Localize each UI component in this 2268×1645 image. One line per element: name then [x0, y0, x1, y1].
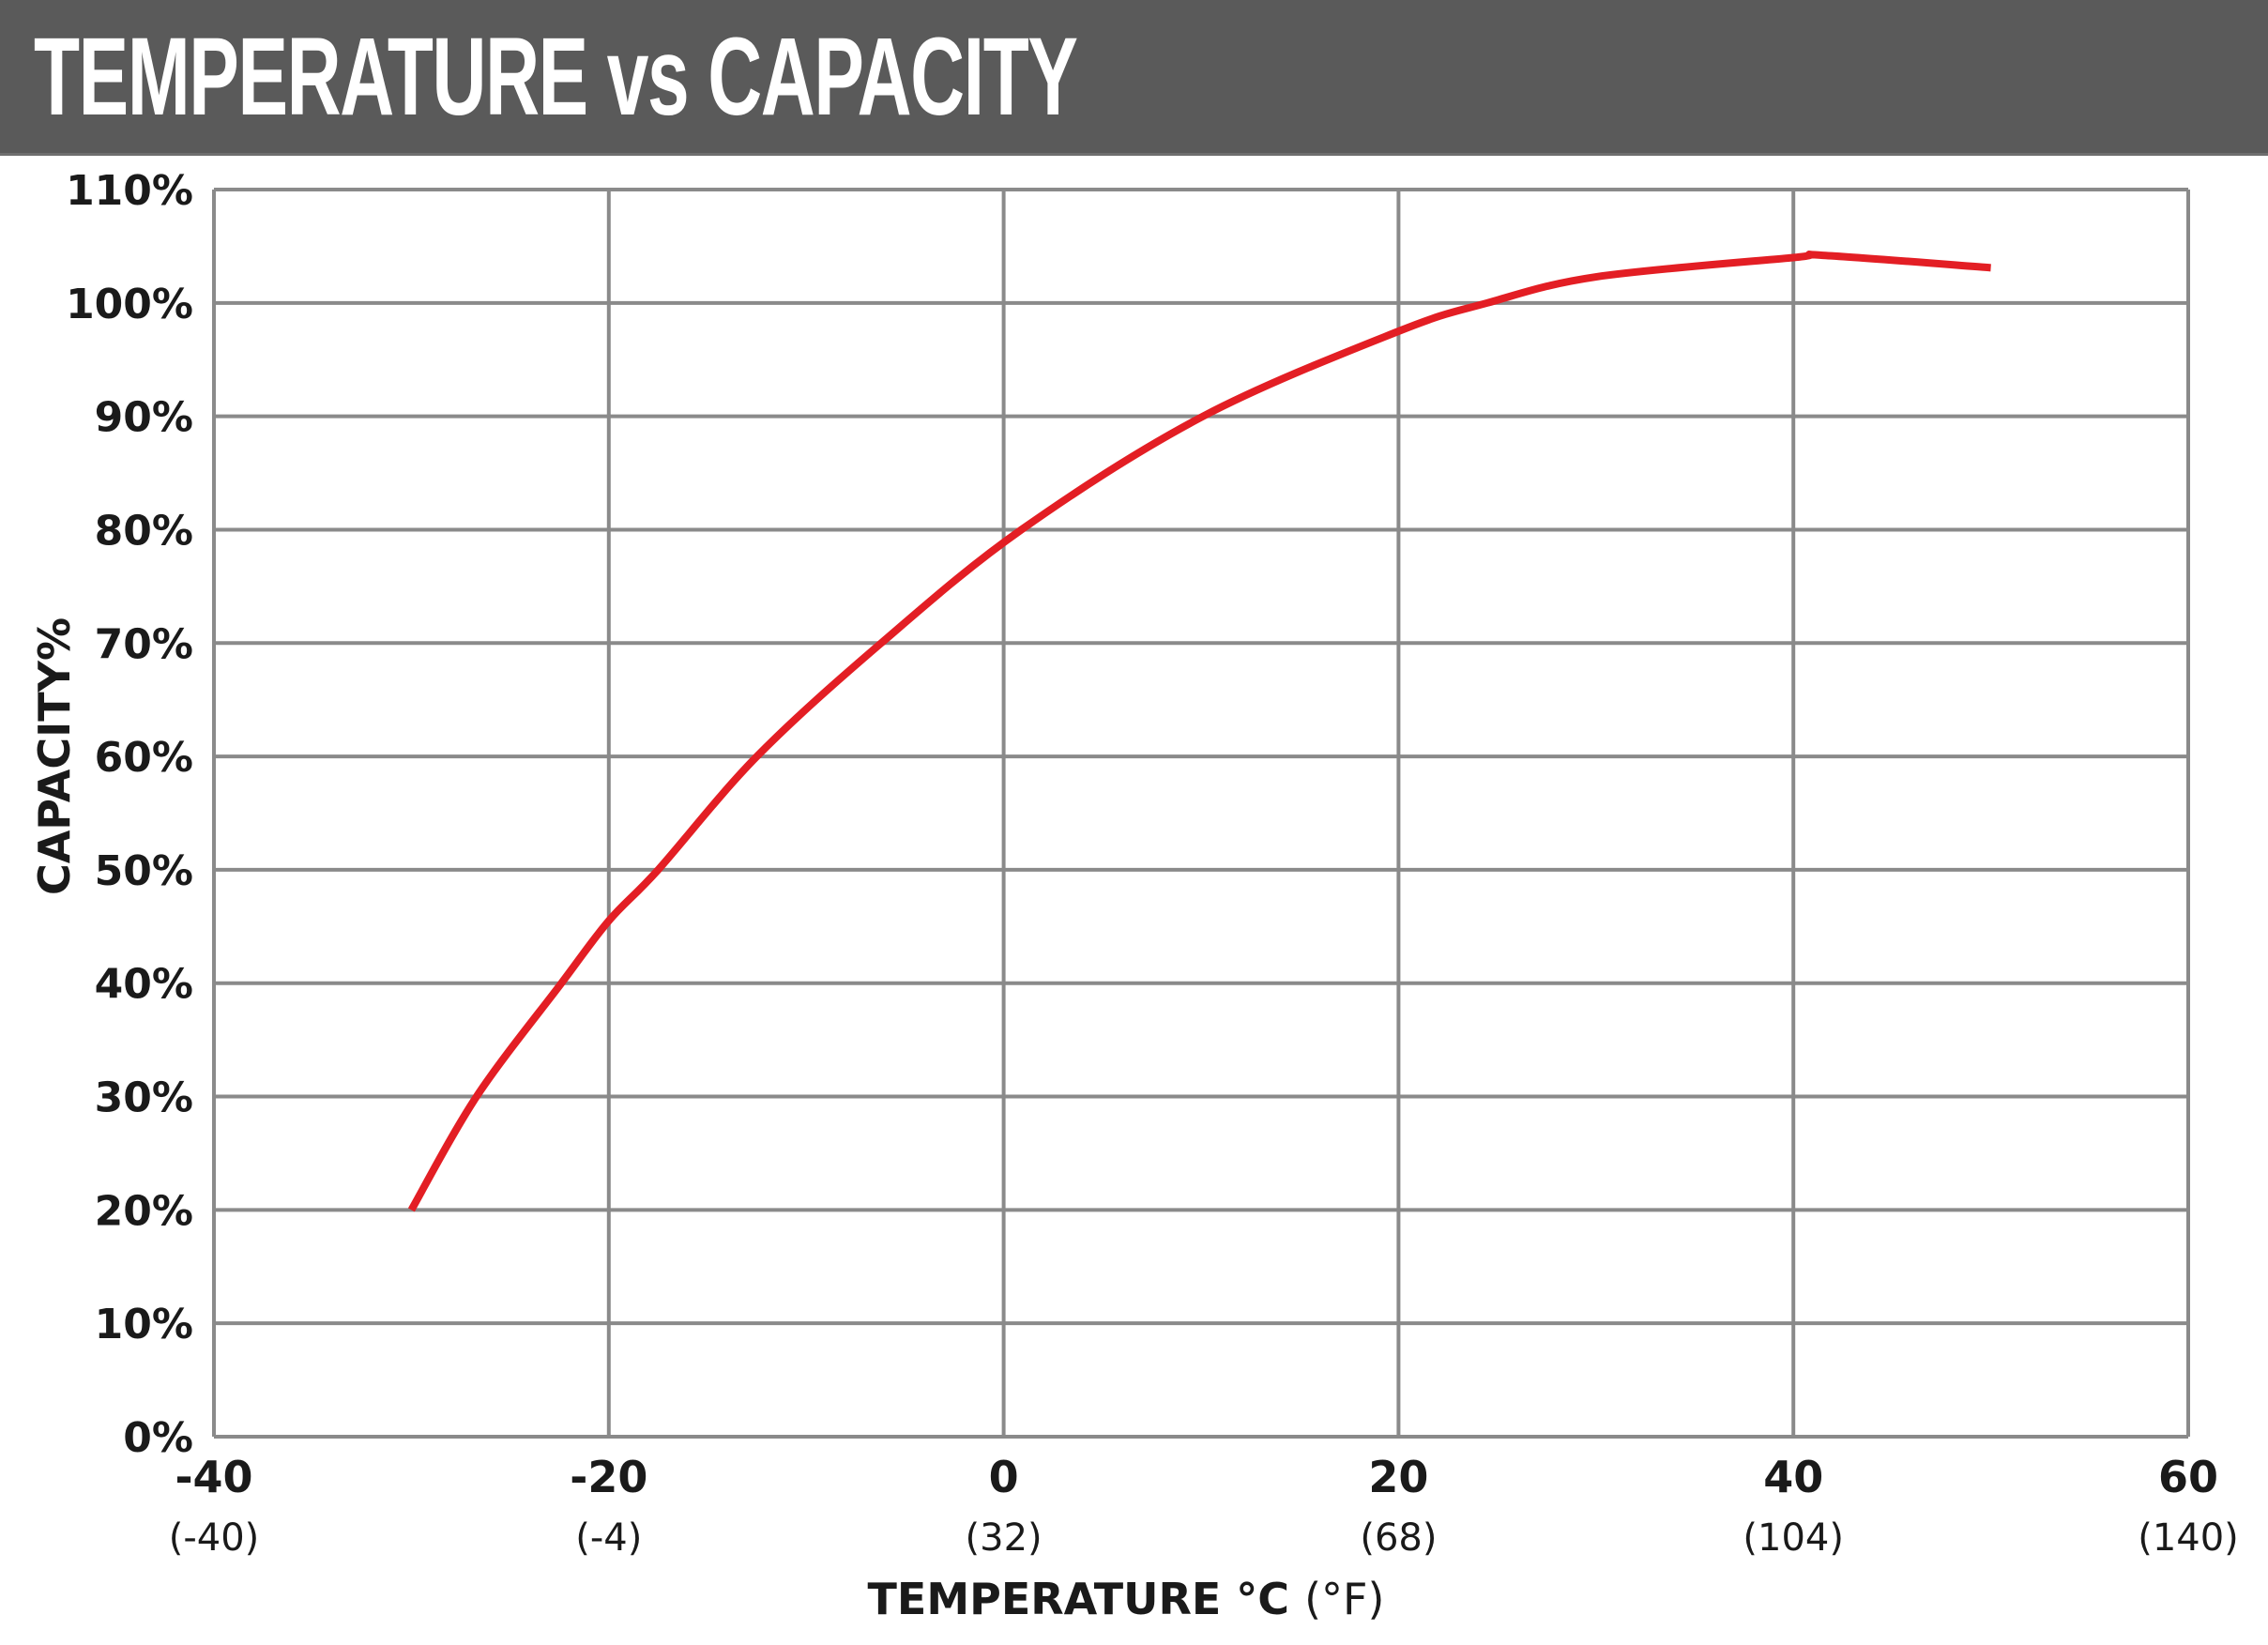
y-tick-label: 70% — [95, 620, 193, 668]
y-tick-label: 40% — [95, 961, 193, 1009]
x-tick-label-fahrenheit: (32) — [966, 1516, 1043, 1560]
y-tick-label: 90% — [95, 394, 193, 442]
x-tick-label-fahrenheit: (-40) — [169, 1516, 260, 1560]
y-axis-ticks: 0% 10% 20% 30% 40% 50% 60% 70% 80% 90% 100% 110% — [66, 167, 193, 1462]
y-tick-label: 60% — [95, 734, 193, 782]
grid — [212, 188, 2190, 1439]
x-tick-label: 0 — [989, 1452, 1019, 1502]
y-axis-title: CAPACITY% — [29, 617, 80, 895]
x-tick-label-fahrenheit: (140) — [2138, 1516, 2239, 1560]
series-line — [407, 251, 1991, 1212]
chart-title: TEMPERATURE vs CAPACITY — [34, 15, 1078, 139]
x-tick-label: 40 — [1763, 1452, 1823, 1502]
y-tick-label: 0% — [123, 1414, 193, 1462]
x-tick-label: 60 — [2158, 1452, 2218, 1502]
x-axis-ticks: -40 (-40) -20 (-4) 0 (32) 20 (68) 40 (104) 60 (140) — [169, 1452, 2239, 1560]
x-tick-label-fahrenheit: (68) — [1360, 1516, 1437, 1560]
x-axis-title-secondary: (°F) — [1304, 1574, 1384, 1624]
x-tick-label-fahrenheit: (104) — [1743, 1516, 1844, 1560]
x-axis-title: TEMPERATURE °C (°F) — [868, 1574, 1385, 1624]
y-tick-label: 80% — [95, 507, 193, 555]
y-tick-label: 30% — [95, 1074, 193, 1122]
x-tick-label: 20 — [1368, 1452, 1428, 1502]
title-banner: TEMPERATURE vs CAPACITY — [0, 0, 2268, 156]
y-tick-label: 20% — [95, 1187, 193, 1235]
x-tick-label-fahrenheit: (-4) — [575, 1516, 642, 1560]
x-tick-label: -40 — [175, 1452, 252, 1502]
y-tick-label: 10% — [95, 1301, 193, 1348]
x-axis-title-main: TEMPERATURE °C — [868, 1574, 1290, 1624]
x-tick-label: -20 — [570, 1452, 647, 1502]
y-tick-label: 50% — [95, 847, 193, 895]
y-tick-label: 110% — [66, 167, 193, 215]
y-tick-label: 100% — [66, 281, 193, 328]
